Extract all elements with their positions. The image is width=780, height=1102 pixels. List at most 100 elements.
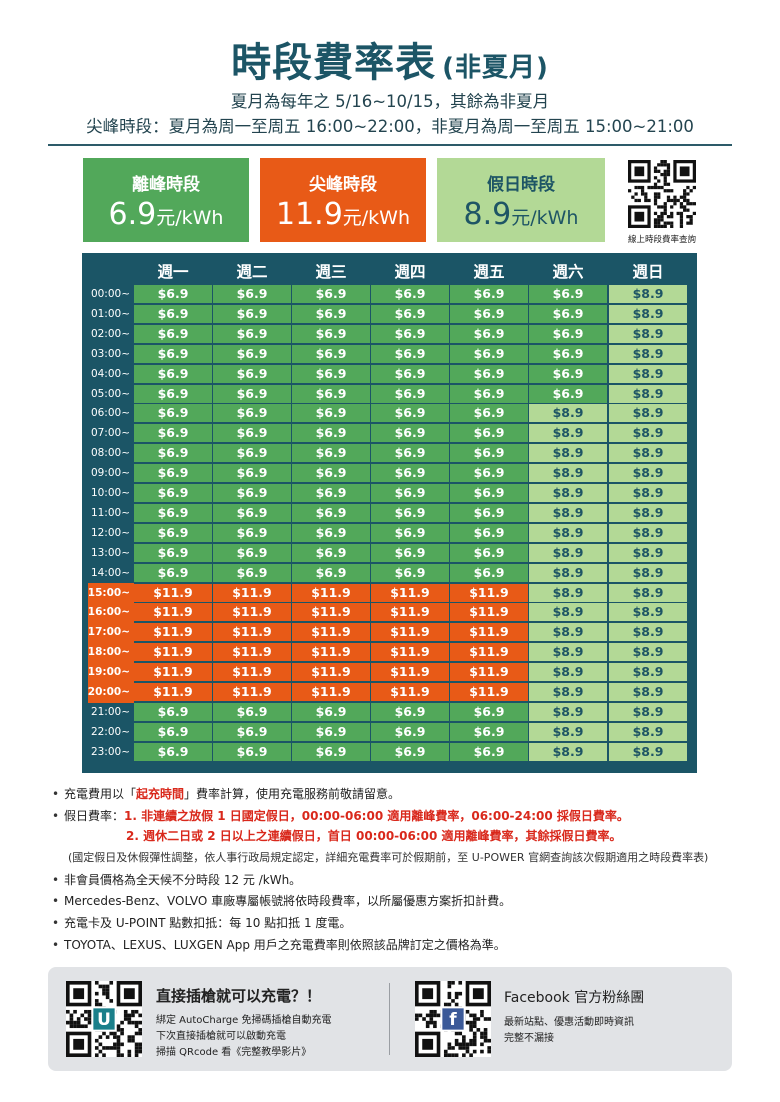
autocharge-line: 下次直接插槍就可以啟動充電 — [156, 1031, 286, 1042]
rate-cell: $6.9 — [450, 523, 528, 542]
rate-cell: $6.9 — [292, 424, 370, 443]
rate-cell: $8.9 — [609, 424, 687, 443]
rate-cell: $11.9 — [292, 683, 370, 701]
rate-cell: $8.9 — [529, 563, 607, 582]
rate-cell: $6.9 — [450, 304, 528, 323]
rate-cell: $6.9 — [371, 563, 449, 582]
qr-code-autocharge-icon[interactable]: U — [66, 981, 142, 1057]
rate-cell: $6.9 — [450, 444, 528, 463]
qr-code-rate-lookup-icon[interactable] — [628, 160, 696, 228]
note-item: • 充電卡及 U-POINT 點數扣抵：每 10 點扣抵 1 度電。 — [52, 916, 352, 930]
rate-cell: $8.9 — [609, 503, 687, 522]
rate-cell: $8.9 — [529, 523, 607, 542]
rate-cell: $6.9 — [450, 464, 528, 483]
rate-cell: $8.9 — [529, 444, 607, 463]
rate-cell: $11.9 — [292, 623, 370, 642]
rate-cell: $11.9 — [371, 683, 449, 701]
rate-card-offpeak: 離峰時段 6.9元/kWh — [83, 158, 249, 242]
time-label: 19:00~ — [87, 666, 130, 679]
rate-cell: $6.9 — [213, 384, 291, 403]
rate-cell: $6.9 — [371, 543, 449, 562]
time-label: 03:00~ — [90, 347, 130, 360]
rate-cell: $11.9 — [134, 623, 212, 642]
rate-cell: $6.9 — [134, 384, 212, 403]
time-label: 01:00~ — [90, 307, 130, 320]
rate-cell: $11.9 — [134, 603, 212, 622]
rate-cell: $6.9 — [529, 384, 607, 403]
rate-cell: $11.9 — [450, 663, 528, 682]
time-label: 12:00~ — [90, 526, 130, 539]
rate-cell: $11.9 — [371, 603, 449, 622]
qr-code-facebook-icon[interactable]: f — [415, 981, 491, 1057]
rate-card-price: 11.9 — [275, 197, 343, 232]
rate-cell: $6.9 — [134, 722, 212, 741]
rate-cell: $6.9 — [371, 304, 449, 323]
day-header: 週五 — [473, 263, 505, 281]
rate-card-unit: 元/kWh — [342, 207, 411, 229]
rate-cell: $6.9 — [450, 722, 528, 741]
title-main: 時段費率表 — [231, 40, 437, 86]
rate-cell: $6.9 — [529, 304, 607, 323]
note-item: • TOYOTA、LEXUS、LUXGEN App 用戶之充電費率則依照該品牌訂定… — [52, 938, 506, 952]
rate-cell: $8.9 — [609, 285, 687, 303]
note-subitem: 2. 週休二日或 2 日以上之連續假日，首日 00:00-06:00 適用離峰費… — [126, 829, 622, 843]
peak-definition: 尖峰時段：夏月為周一至周五 16:00~22:00，非夏月為周一至周五 15:0… — [86, 117, 694, 136]
rate-card-unit: 元/kWh — [511, 207, 579, 229]
rate-cell: $6.9 — [292, 344, 370, 363]
rate-cell: $6.9 — [371, 503, 449, 522]
rate-cell: $6.9 — [371, 364, 449, 383]
time-label: 08:00~ — [90, 447, 130, 460]
rate-cell: $8.9 — [529, 623, 607, 642]
rate-cell: $8.9 — [609, 583, 687, 602]
rate-cell: $11.9 — [371, 623, 449, 642]
rate-cell: $6.9 — [450, 364, 528, 383]
footer-panel: U 直接插槍就可以充電？！ 綁定 AutoCharge 免掃碼插槍自動充電 下次… — [48, 967, 732, 1071]
rate-cell: $6.9 — [450, 424, 528, 443]
rate-cell: $8.9 — [529, 424, 607, 443]
rate-cell: $11.9 — [371, 643, 449, 662]
autocharge-line: 綁定 AutoCharge 免掃碼插槍自動充電 — [156, 1015, 332, 1026]
rate-cell: $8.9 — [529, 742, 607, 761]
rate-cell: $6.9 — [450, 404, 528, 423]
rate-cell: $6.9 — [371, 523, 449, 542]
rate-cell: $6.9 — [134, 742, 212, 761]
rate-cell: $6.9 — [213, 523, 291, 542]
time-label: 23:00~ — [90, 745, 130, 758]
rate-cell: $6.9 — [134, 285, 212, 303]
header-divider — [48, 144, 732, 146]
rate-cell: $6.9 — [134, 404, 212, 423]
rate-cell: $6.9 — [134, 364, 212, 383]
rate-cell: $6.9 — [213, 424, 291, 443]
rate-cell: $11.9 — [371, 663, 449, 682]
rate-cell: $6.9 — [529, 324, 607, 343]
rate-cell: $11.9 — [213, 603, 291, 622]
rate-cell: $11.9 — [134, 583, 212, 602]
rate-cell: $6.9 — [134, 464, 212, 483]
rate-cell: $11.9 — [450, 643, 528, 662]
rate-cell: $11.9 — [450, 683, 528, 701]
rate-cell: $8.9 — [609, 484, 687, 502]
rate-cell: $6.9 — [292, 484, 370, 502]
rate-cell: $6.9 — [529, 364, 607, 383]
rate-cell: $8.9 — [529, 583, 607, 602]
rate-card-label: 尖峰時段 — [309, 175, 377, 195]
svg-text:f: f — [449, 1010, 457, 1030]
rate-cell: $11.9 — [213, 683, 291, 701]
rate-cell: $6.9 — [134, 424, 212, 443]
rate-cell: $11.9 — [292, 603, 370, 622]
rate-cell: $6.9 — [371, 484, 449, 502]
facebook-title: Facebook 官方粉絲團 — [504, 990, 645, 1006]
rate-cell: $6.9 — [450, 324, 528, 343]
day-header: 週二 — [236, 263, 268, 281]
day-header: 週日 — [632, 263, 664, 281]
rate-cell: $8.9 — [529, 683, 607, 701]
rate-cell: $6.9 — [371, 404, 449, 423]
rate-cell: $6.9 — [292, 722, 370, 741]
rate-cell: $8.9 — [529, 702, 607, 721]
rate-card-unit: 元/kWh — [156, 207, 224, 229]
rate-cell: $11.9 — [292, 663, 370, 682]
rate-cell: $11.9 — [292, 643, 370, 662]
note-item: • 假日費率：1. 非連續之放假 1 日國定假日，00:00-06:00 適用離峰… — [52, 809, 629, 823]
qr-caption: 線上時段費率查詢 — [627, 235, 696, 245]
rate-cell: $6.9 — [292, 404, 370, 423]
